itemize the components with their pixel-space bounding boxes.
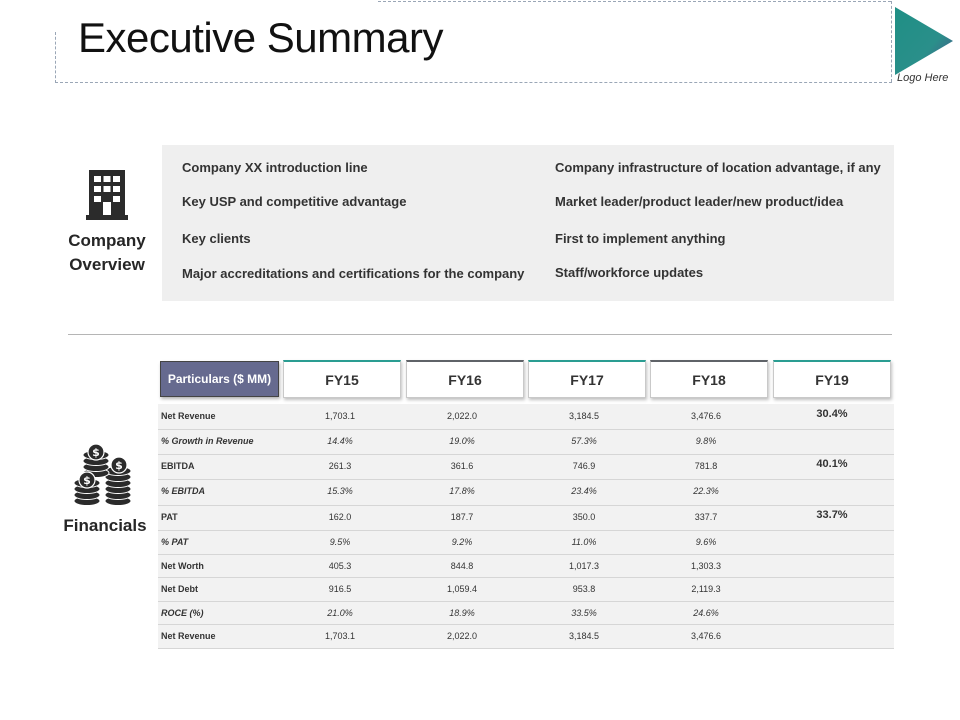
table-cell: 337.7	[694, 512, 718, 522]
row-label: Net Revenue	[161, 411, 216, 421]
year-header: FY16	[406, 360, 524, 398]
table-cell: 1,703.1	[324, 411, 356, 421]
building-icon	[86, 170, 128, 220]
row-label: % Growth in Revenue	[161, 436, 254, 446]
table-cell: 9.6%	[695, 537, 717, 547]
svg-text:$: $	[115, 459, 123, 472]
table-cell: 844.8	[450, 561, 474, 571]
year-header: FY18	[650, 360, 768, 398]
fy19-cell: 40.1%	[816, 458, 848, 470]
table-cell: 2,022.0	[446, 631, 478, 641]
table-cell: 18.9%	[449, 608, 475, 618]
overview-item: Key clients	[182, 231, 251, 246]
title-frame-top-line	[378, 1, 891, 2]
table-row: ROCE (%) 21.0% 18.9% 33.5% 24.6%	[158, 602, 894, 625]
overview-item: Key USP and competitive advantage	[182, 194, 407, 209]
row-label: Net Worth	[161, 561, 204, 571]
financials-table	[158, 404, 894, 649]
fy19-cell: 30.4%	[816, 408, 848, 420]
row-label: % EBITDA	[161, 486, 206, 496]
table-cell: 405.3	[328, 561, 352, 571]
table-cell: 17.8%	[449, 486, 475, 496]
table-row: Net Revenue 1,703.1 2,022.0 3,184.5 3,476.6	[158, 625, 894, 649]
page-title: Executive Summary	[78, 14, 443, 61]
table-cell: 19.0%	[449, 436, 475, 446]
section-divider	[68, 334, 892, 335]
overview-item: Company infrastructure of location advan…	[555, 160, 881, 175]
table-cell: 1,017.3	[568, 561, 600, 571]
table-cell: 746.9	[572, 461, 596, 471]
table-cell: 9.5%	[329, 537, 351, 547]
table-cell: 3,476.6	[690, 411, 722, 421]
year-header: FY17	[528, 360, 646, 398]
table-cell: 187.7	[450, 512, 474, 522]
table-cell: 23.4%	[571, 486, 597, 496]
title-frame	[55, 32, 892, 83]
table-cell: 261.3	[328, 461, 352, 471]
table-cell: 22.3%	[693, 486, 719, 496]
row-label: Net Debt	[161, 584, 199, 594]
company-overview-label-line2: Overview	[69, 255, 145, 274]
table-cell: 1,703.1	[324, 631, 356, 641]
overview-item: Company XX introduction line	[182, 160, 368, 175]
coin-stacks-icon: $ $ $	[73, 443, 132, 506]
svg-text:$: $	[92, 446, 100, 459]
table-cell: 781.8	[694, 461, 718, 471]
row-label: ROCE (%)	[161, 608, 204, 618]
table-cell: 350.0	[572, 512, 596, 522]
overview-item: Staff/workforce updates	[555, 265, 704, 280]
company-overview-label-line1: Company	[68, 231, 146, 250]
table-cell: 2,119.3	[691, 584, 721, 594]
row-label: PAT	[161, 512, 178, 522]
table-row: Net Worth 405.3 844.8 1,017.3 1,303.3	[158, 555, 894, 578]
table-row: % EBITDA 15.3% 17.8% 23.4% 22.3%	[158, 480, 894, 506]
table-cell: 162.0	[328, 512, 352, 522]
overview-item: First to implement anything	[555, 231, 726, 246]
table-cell: 15.3%	[327, 486, 353, 496]
table-row: EBITDA 261.3 361.6 746.9 781.8 40.1%	[158, 455, 894, 480]
svg-text:$: $	[83, 474, 91, 487]
year-header: FY19	[773, 360, 891, 398]
table-cell: 3,184.5	[568, 631, 600, 641]
logo-triangle-icon	[895, 7, 953, 75]
row-label: % PAT	[161, 537, 189, 547]
table-row: Net Revenue 1,703.1 2,022.0 3,184.5 3,476.6 3…	[158, 405, 894, 430]
year-header: FY15	[283, 360, 401, 398]
table-cell: 953.8	[572, 584, 596, 594]
table-cell: 361.6	[450, 461, 474, 471]
table-cell: 2,022.0	[446, 411, 478, 421]
row-label: Net Revenue	[161, 631, 216, 641]
logo-text: Logo Here	[897, 72, 949, 84]
table-cell: 57.3%	[571, 436, 597, 446]
table-cell: 3,476.6	[690, 631, 722, 641]
table-cell: 9.2%	[451, 537, 473, 547]
table-cell: 3,184.5	[568, 411, 600, 421]
table-cell: 14.4%	[327, 436, 353, 446]
table-row: % PAT 9.5% 9.2% 11.0% 9.6%	[158, 531, 894, 555]
fy19-cell: 33.7%	[816, 509, 848, 521]
table-cell: 21.0%	[327, 608, 353, 618]
overview-item: Market leader/product leader/new product…	[555, 194, 844, 209]
particulars-header: Particulars ($ MM)	[160, 361, 279, 397]
table-cell: 11.0%	[571, 537, 597, 547]
row-label: EBITDA	[161, 461, 195, 471]
overview-item: Major accreditations and certifications …	[182, 266, 525, 281]
table-cell: 1,303.3	[690, 561, 722, 571]
table-cell: 916.5	[328, 584, 352, 594]
table-cell: 24.6%	[693, 608, 719, 618]
table-row: PAT 162.0 187.7 350.0 337.7 33.7%	[158, 506, 894, 531]
title-frame-right-line	[891, 1, 892, 82]
table-cell: 33.5%	[571, 608, 597, 618]
table-cell: 9.8%	[695, 436, 717, 446]
table-row: % Growth in Revenue 14.4% 19.0% 57.3% 9.8%	[158, 430, 894, 455]
table-row: Net Debt 916.5 1,059.4 953.8 2,119.3	[158, 578, 894, 602]
table-cell: 1,059.4	[446, 584, 478, 594]
company-overview-label: Company Overview	[52, 229, 162, 277]
financials-label: Financials	[63, 516, 147, 535]
company-overview-panel	[162, 145, 894, 301]
